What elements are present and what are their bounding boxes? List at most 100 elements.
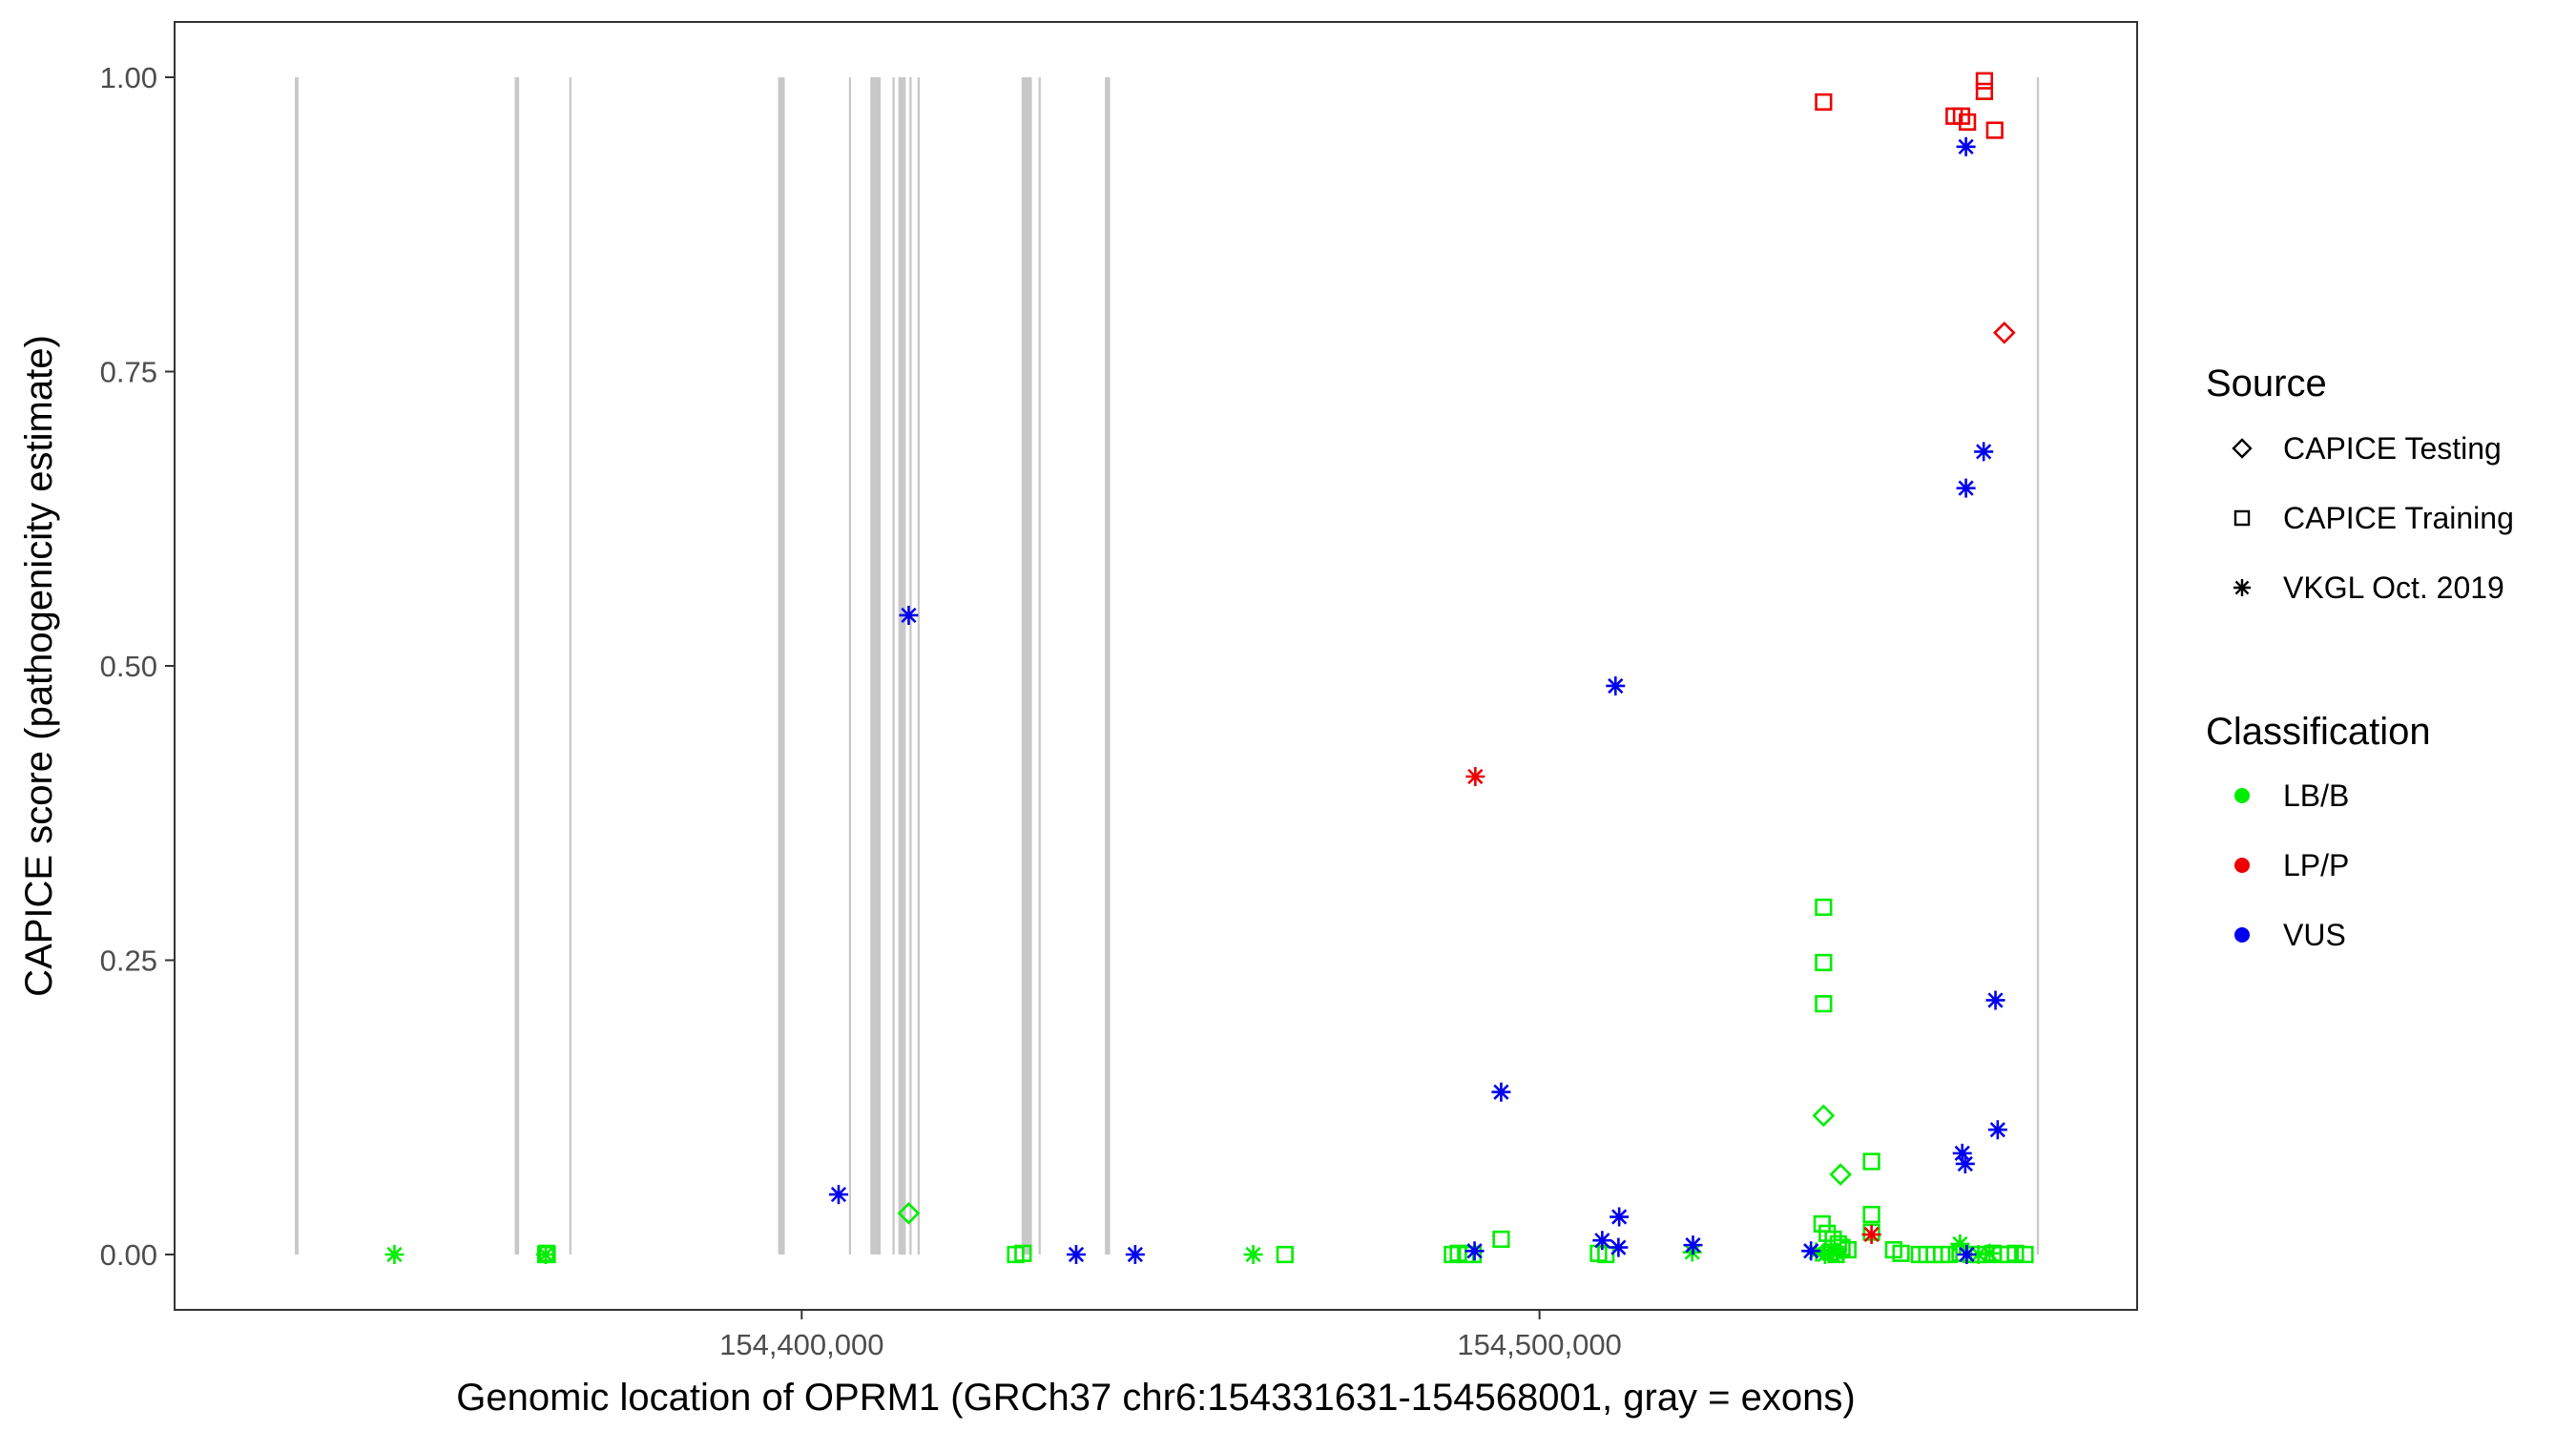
square-marker — [1815, 953, 1833, 972]
exon-band — [569, 76, 571, 1255]
square-marker-outline — [1959, 113, 1977, 131]
square-marker-outline — [1975, 82, 1994, 100]
exon-band — [778, 76, 785, 1255]
square-marker-outline — [1815, 995, 1833, 1013]
asterisk-marker-strokes — [2233, 579, 2251, 596]
square-marker — [1813, 1214, 1831, 1234]
diamond-marker — [1829, 1163, 1852, 1186]
diamond-marker — [2232, 438, 2253, 459]
square-marker-outline — [1597, 1245, 1615, 1264]
asterisk-marker — [535, 1245, 555, 1264]
asterisk-marker — [1801, 1241, 1821, 1261]
square-marker — [1492, 1230, 1510, 1249]
square-marker — [1014, 1244, 1032, 1262]
square-marker — [1276, 1245, 1294, 1264]
asterisk-marker-strokes — [1592, 1231, 1612, 1251]
exon-band — [917, 76, 921, 1255]
diamond-marker-outline — [1829, 1163, 1852, 1186]
asterisk-marker — [2233, 579, 2251, 596]
legend-classification-entries: LB/B LP/P VUS — [2234, 778, 2349, 952]
square-marker — [1597, 1245, 1615, 1264]
asterisk-marker-strokes — [1955, 1153, 1975, 1173]
asterisk-marker — [1861, 1225, 1881, 1245]
diamond-marker-outline — [2232, 438, 2253, 459]
asterisk-marker-strokes — [1950, 1234, 1970, 1254]
exon-band — [892, 76, 895, 1255]
asterisk-marker — [899, 605, 919, 625]
legend-classification-dot — [2234, 927, 2250, 943]
square-marker — [2233, 509, 2251, 527]
asterisk-marker — [1974, 442, 1994, 462]
asterisk-marker — [1827, 1243, 1847, 1263]
exon-band — [898, 76, 906, 1255]
square-marker — [1959, 113, 1977, 131]
square-marker — [1818, 1224, 1837, 1242]
square-marker — [1815, 93, 1833, 112]
asterisk-marker — [1609, 1237, 1629, 1257]
asterisk-marker — [1956, 478, 1976, 498]
diamond-marker — [1812, 1104, 1836, 1128]
asterisk-marker — [1610, 1207, 1630, 1227]
square-marker-outline — [1940, 1245, 1958, 1264]
exon-band — [2036, 76, 2040, 1255]
square-marker — [1464, 1245, 1483, 1264]
square-marker — [1862, 1152, 1880, 1171]
asterisk-marker-strokes — [1827, 1243, 1847, 1263]
legend-classification-title: Classification — [2206, 711, 2431, 753]
legend-source-entries: CAPICE Testing CAPICE Training VKGL Oct. 2… — [2232, 431, 2514, 605]
legend-classification-label: VUS — [2283, 918, 2346, 952]
asterisk-marker-strokes — [828, 1185, 848, 1205]
diamond-marker — [1992, 321, 2016, 344]
asterisk-marker — [1956, 136, 1976, 156]
square-marker — [1975, 82, 1994, 100]
asterisk-marker-strokes — [1821, 1240, 1841, 1260]
axis-layer: 0.00 0.25 0.50 0.75 1.00 154,400,000 154,500,0… — [100, 61, 1622, 1361]
exon-band — [848, 76, 852, 1255]
asterisk-marker — [1968, 1245, 1988, 1264]
square-marker — [1940, 1245, 1958, 1264]
asterisk-marker-strokes — [535, 1245, 555, 1264]
square-marker-outline — [1492, 1230, 1510, 1249]
asterisk-marker-strokes — [899, 605, 919, 625]
square-marker-outline — [2016, 1245, 2034, 1264]
asterisk-marker-strokes — [1491, 1082, 1511, 1102]
square-marker — [1815, 995, 1833, 1013]
asterisk-marker-strokes — [1683, 1235, 1703, 1255]
y-tick-label: 0.25 — [100, 944, 157, 978]
square-marker-outline — [2006, 1244, 2025, 1262]
asterisk-marker — [384, 1245, 405, 1264]
exon-band — [295, 76, 299, 1255]
exon-band — [909, 76, 912, 1255]
square-marker — [1892, 1244, 1910, 1262]
x-axis-title: Genomic location of OPRM1 (GRCh37 chr6:1… — [456, 1377, 1855, 1419]
diamond-marker-outline — [897, 1201, 921, 1225]
asterisk-marker — [1465, 1241, 1485, 1261]
x-tick-label: 154,500,000 — [1457, 1328, 1621, 1361]
asterisk-marker-strokes — [1465, 766, 1485, 786]
diamond-marker-outline — [1992, 321, 2016, 344]
x-tick-label: 154,400,000 — [719, 1328, 883, 1361]
y-tick-label: 0.50 — [100, 650, 157, 683]
y-axis-title: CAPICE score (pathogenicity estimate) — [18, 335, 60, 997]
asterisk-marker-strokes — [1956, 136, 1976, 156]
asterisk-marker — [1985, 990, 2005, 1010]
square-marker-outline — [1818, 1224, 1837, 1242]
square-marker-outline — [1815, 93, 1833, 112]
asterisk-marker-strokes — [1465, 1241, 1485, 1261]
square-marker-outline — [1014, 1244, 1032, 1262]
asterisk-marker-strokes — [1861, 1225, 1881, 1245]
exon-layer — [295, 76, 2040, 1255]
square-marker-outline — [1952, 107, 1971, 125]
asterisk-marker-strokes — [1957, 1245, 1977, 1264]
legend-source-title: Source — [2206, 363, 2327, 404]
square-marker — [2006, 1244, 2025, 1262]
asterisk-marker — [828, 1185, 848, 1205]
asterisk-marker — [1821, 1240, 1841, 1260]
legend-classification-label: LB/B — [2283, 778, 2349, 813]
asterisk-marker-strokes — [1987, 1120, 2007, 1140]
exon-band — [1105, 76, 1111, 1255]
square-marker — [2016, 1245, 2034, 1264]
square-marker-outline — [1862, 1205, 1880, 1224]
square-marker — [1952, 107, 1971, 125]
